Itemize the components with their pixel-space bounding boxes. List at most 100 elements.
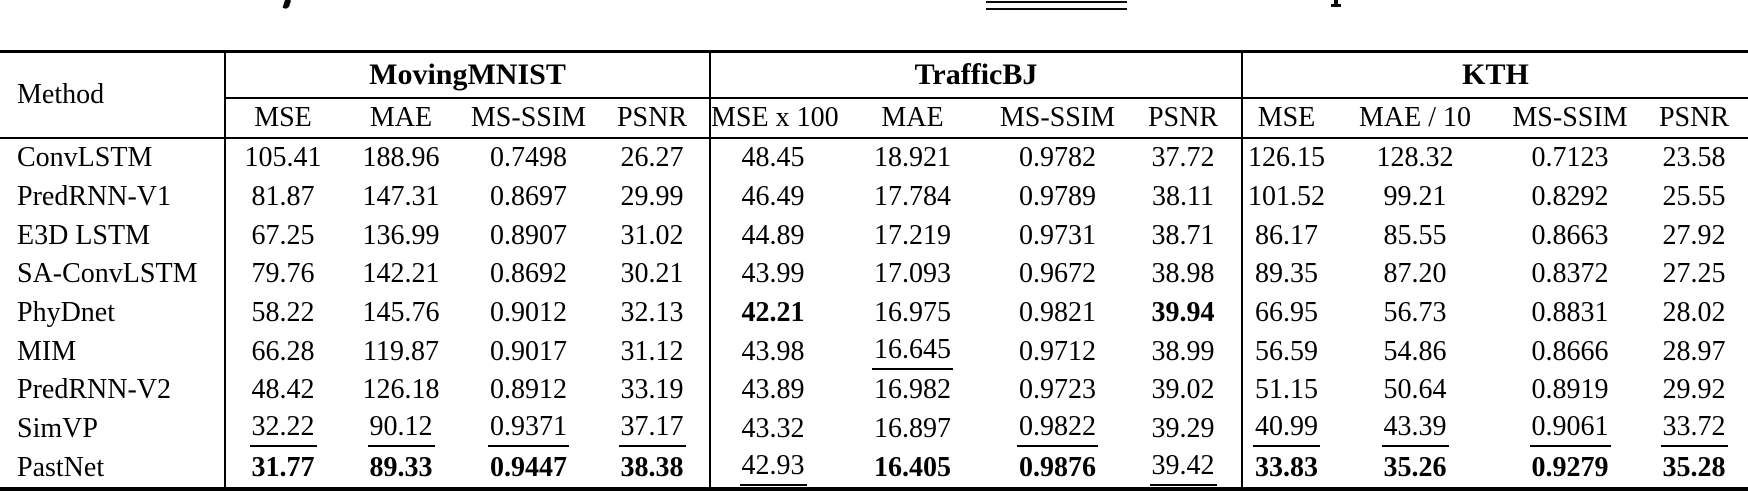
metric-value: 31.12 xyxy=(620,335,684,367)
cell-value: 89.35 xyxy=(1241,255,1330,294)
cell-value: 38.71 xyxy=(1125,216,1242,255)
metric-value: 39.02 xyxy=(1151,374,1215,406)
cell-value: 126.15 xyxy=(1241,138,1330,178)
cell-value: 16.645 xyxy=(835,332,990,371)
metric-value: 0.9017 xyxy=(490,335,567,367)
table-row: ConvLSTM 105.41 188.96 0.7498 26.27 48.4… xyxy=(0,138,1748,178)
cell-value: 43.99 xyxy=(709,255,835,294)
cell-value: 39.02 xyxy=(1125,371,1242,410)
metric-value: 26.27 xyxy=(620,142,684,174)
metric-value: 32.22 xyxy=(249,413,317,448)
metric-value: 0.9712 xyxy=(1019,335,1096,367)
metric-value: 38.38 xyxy=(620,451,684,483)
cell-value: 89.33 xyxy=(340,449,462,490)
cell-value: 0.8666 xyxy=(1500,332,1640,371)
metric-value: 39.94 xyxy=(1151,297,1215,329)
cell-value: 0.9782 xyxy=(990,138,1125,178)
cell-value: 33.83 xyxy=(1241,448,1330,490)
cell-value: 42.21 xyxy=(709,293,835,333)
col-header-mm-psnr: PSNR xyxy=(595,98,710,139)
col-header-tbj-mae: MAE xyxy=(835,98,990,139)
metric-value: 0.7498 xyxy=(490,142,567,174)
metric-value: 142.21 xyxy=(362,258,440,290)
metric-value: 37.72 xyxy=(1151,142,1215,174)
cell-value: 0.8292 xyxy=(1500,178,1640,217)
col-header-kth-psnr: PSNR xyxy=(1640,98,1748,139)
metric-value: 46.49 xyxy=(741,181,805,213)
cell-value: 142.21 xyxy=(340,255,462,294)
metric-value: 147.31 xyxy=(362,181,440,213)
col-header-tbj-psnr: PSNR xyxy=(1125,98,1242,139)
cell-value: 40.99 xyxy=(1241,409,1330,449)
cell-value: 128.32 xyxy=(1330,138,1500,178)
metric-value: 105.41 xyxy=(244,142,322,174)
metric-value: 0.9279 xyxy=(1531,451,1609,483)
metric-value: 39.29 xyxy=(1151,413,1215,445)
cell-value: 31.12 xyxy=(595,332,710,371)
metric-value: 16.645 xyxy=(872,335,953,370)
col-header-mm-mse: MSE xyxy=(224,98,340,139)
caption-double-underline-fragment xyxy=(986,1,1127,10)
method-name: PredRNN-V2 xyxy=(17,374,171,406)
cell-value: 17.219 xyxy=(835,216,990,255)
metric-value: 40.99 xyxy=(1253,413,1320,448)
cell-value: 32.22 xyxy=(224,409,340,449)
cell-value: 31.02 xyxy=(595,216,710,255)
cell-value: 90.12 xyxy=(340,410,462,449)
metric-value: 126.18 xyxy=(362,374,440,406)
metric-value: 86.17 xyxy=(1255,219,1318,251)
cell-value: 56.73 xyxy=(1330,294,1500,333)
metric-value: 119.87 xyxy=(363,335,439,367)
cell-value: 42.93 xyxy=(709,448,835,490)
metric-value: 31.77 xyxy=(251,451,315,483)
cell-value: 86.17 xyxy=(1241,216,1330,256)
cell-value: 35.28 xyxy=(1640,449,1748,490)
metric-value: 42.93 xyxy=(739,451,807,486)
cell-value: 17.093 xyxy=(835,255,990,294)
metric-value: 0.8919 xyxy=(1531,374,1609,406)
cell-value: 38.98 xyxy=(1125,255,1242,294)
metric-value: 0.9821 xyxy=(1019,297,1096,329)
cell-value: 46.49 xyxy=(709,177,835,217)
metric-value: 31.02 xyxy=(620,219,684,251)
metric-value: 35.28 xyxy=(1662,451,1726,483)
group-header-kth: KTH xyxy=(1241,51,1748,99)
metric-value: 188.96 xyxy=(362,142,440,174)
metric-value: 16.897 xyxy=(874,413,951,445)
metric-value: 0.8663 xyxy=(1531,219,1609,251)
cell-value: 0.8692 xyxy=(462,255,595,294)
metric-value: 33.83 xyxy=(1255,451,1318,483)
cell-value: 67.25 xyxy=(224,216,340,256)
metric-value: 145.76 xyxy=(362,297,440,329)
col-header-kth-mae: MAE / 10 xyxy=(1330,98,1500,139)
metric-value: 35.26 xyxy=(1383,451,1447,483)
metric-value: 81.87 xyxy=(251,181,315,213)
cell-value: 39.29 xyxy=(1125,410,1242,449)
cell-value: 0.9012 xyxy=(462,294,595,333)
caption-comma-fragment xyxy=(282,0,292,10)
metric-value: 16.975 xyxy=(874,297,951,329)
metric-value: 17.784 xyxy=(874,181,951,213)
method-name: PredRNN-V1 xyxy=(17,181,171,213)
metric-value: 16.405 xyxy=(874,451,951,483)
cell-value: 0.8912 xyxy=(462,371,595,410)
metric-value: 99.21 xyxy=(1383,181,1447,213)
col-header-mm-msssim: MS-SSIM xyxy=(462,98,595,139)
cell-value: 87.20 xyxy=(1330,255,1500,294)
metric-value: 0.8292 xyxy=(1531,181,1609,213)
metric-value: 18.921 xyxy=(874,142,951,174)
metric-value: 87.20 xyxy=(1383,258,1447,290)
cell-value: 0.9672 xyxy=(990,255,1125,294)
metric-value: 0.9876 xyxy=(1019,451,1096,483)
metric-value: 136.99 xyxy=(362,219,440,251)
cell-value: 43.89 xyxy=(709,371,835,410)
metric-value: 101.52 xyxy=(1248,181,1325,213)
metric-value: 128.32 xyxy=(1376,142,1454,174)
metric-value: 58.22 xyxy=(251,297,315,329)
cell-value: 0.9279 xyxy=(1500,449,1640,490)
metric-value: 0.9789 xyxy=(1019,181,1096,213)
cell-value: 79.76 xyxy=(224,255,340,294)
cell-value: 85.55 xyxy=(1330,216,1500,255)
method-name: SimVP xyxy=(17,413,98,445)
